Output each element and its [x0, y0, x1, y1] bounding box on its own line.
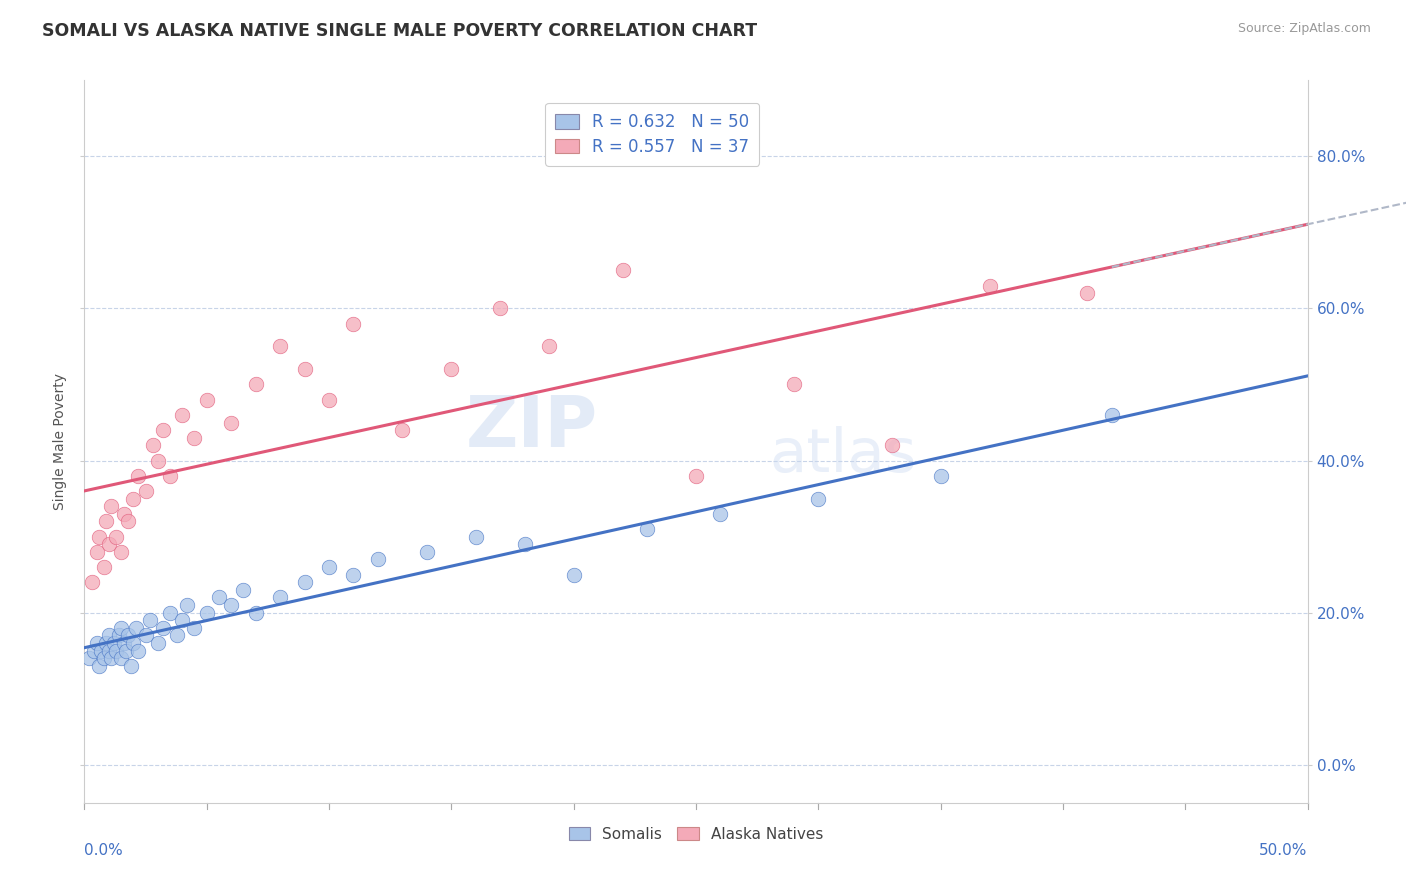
Point	[152, 621, 174, 635]
Text: SOMALI VS ALASKA NATIVE SINGLE MALE POVERTY CORRELATION CHART: SOMALI VS ALASKA NATIVE SINGLE MALE POVE…	[42, 22, 758, 40]
Point	[807, 491, 830, 506]
Point	[146, 453, 169, 467]
Point	[342, 317, 364, 331]
Point	[636, 522, 658, 536]
Point	[139, 613, 162, 627]
Point	[783, 377, 806, 392]
Point	[166, 628, 188, 642]
Point	[122, 491, 145, 506]
Point	[294, 362, 316, 376]
Point	[105, 530, 128, 544]
Point	[219, 598, 242, 612]
Point	[159, 468, 181, 483]
Text: ZIP: ZIP	[465, 392, 598, 461]
Point	[219, 416, 242, 430]
Point	[245, 377, 267, 392]
Point	[87, 659, 110, 673]
Point	[685, 468, 707, 483]
Point	[929, 468, 952, 483]
Point	[146, 636, 169, 650]
Point	[367, 552, 389, 566]
Point	[195, 392, 218, 407]
Point	[120, 659, 142, 673]
Text: 50.0%: 50.0%	[1260, 843, 1308, 857]
Point	[416, 545, 439, 559]
Point	[979, 278, 1001, 293]
Point	[318, 560, 340, 574]
Point	[117, 515, 139, 529]
Point	[142, 438, 165, 452]
Point	[318, 392, 340, 407]
Point	[97, 628, 120, 642]
Point	[110, 651, 132, 665]
Point	[110, 545, 132, 559]
Point	[96, 515, 118, 529]
Point	[562, 567, 585, 582]
Point	[513, 537, 536, 551]
Point	[97, 643, 120, 657]
Y-axis label: Single Male Poverty: Single Male Poverty	[53, 373, 67, 510]
Point	[232, 582, 254, 597]
Point	[110, 621, 132, 635]
Point	[115, 643, 138, 657]
Text: 0.0%: 0.0%	[84, 843, 124, 857]
Point	[172, 613, 194, 627]
Point	[294, 575, 316, 590]
Point	[440, 362, 463, 376]
Point	[183, 621, 205, 635]
Point	[80, 575, 103, 590]
Point	[172, 408, 194, 422]
Point	[269, 591, 291, 605]
Point	[709, 507, 731, 521]
Point	[105, 643, 128, 657]
Point	[127, 468, 149, 483]
Point	[269, 339, 291, 353]
Point	[135, 483, 157, 498]
Point	[1101, 408, 1123, 422]
Point	[100, 651, 122, 665]
Point	[97, 537, 120, 551]
Point	[112, 507, 135, 521]
Point	[1076, 286, 1098, 301]
Point	[90, 643, 112, 657]
Point	[880, 438, 903, 452]
Text: atlas: atlas	[769, 426, 917, 485]
Point	[183, 431, 205, 445]
Point	[208, 591, 231, 605]
Point	[83, 643, 105, 657]
Point	[125, 621, 148, 635]
Point	[464, 530, 486, 544]
Point	[93, 560, 115, 574]
Point	[135, 628, 157, 642]
Point	[86, 636, 108, 650]
Point	[195, 606, 218, 620]
Point	[107, 628, 129, 642]
Point	[86, 545, 108, 559]
Point	[489, 301, 512, 316]
Point	[245, 606, 267, 620]
Point	[77, 651, 100, 665]
Point	[391, 423, 413, 437]
Point	[127, 643, 149, 657]
Point	[159, 606, 181, 620]
Point	[96, 636, 118, 650]
Point	[103, 636, 125, 650]
Point	[538, 339, 561, 353]
Point	[100, 499, 122, 513]
Point	[152, 423, 174, 437]
Point	[612, 263, 634, 277]
Text: Source: ZipAtlas.com: Source: ZipAtlas.com	[1237, 22, 1371, 36]
Legend: Somalis, Alaska Natives: Somalis, Alaska Natives	[561, 819, 831, 849]
Point	[112, 636, 135, 650]
Point	[122, 636, 145, 650]
Point	[342, 567, 364, 582]
Point	[87, 530, 110, 544]
Point	[117, 628, 139, 642]
Point	[93, 651, 115, 665]
Point	[176, 598, 198, 612]
